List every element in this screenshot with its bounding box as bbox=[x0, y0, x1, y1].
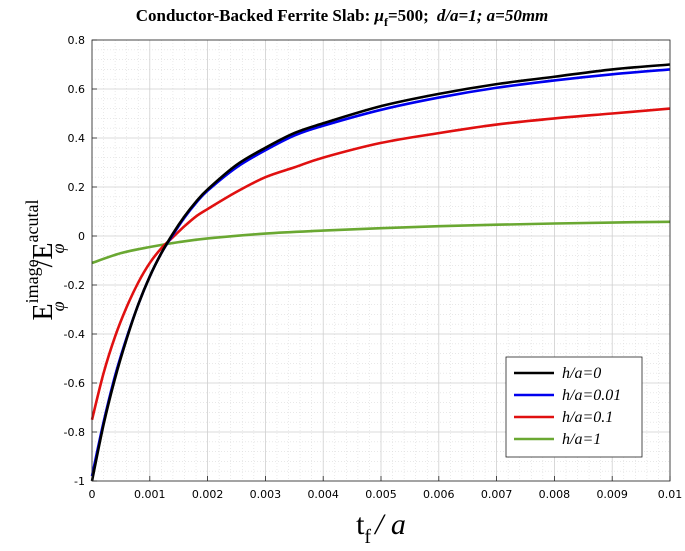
y-tick-label: 0.4 bbox=[68, 132, 86, 145]
y-tick-label: -1 bbox=[74, 475, 85, 488]
legend-label: h/a=0.1 bbox=[562, 409, 613, 426]
y-tick-label: -0.6 bbox=[64, 377, 85, 390]
x-tick-label: 0.004 bbox=[307, 488, 339, 501]
chart-title: Conductor-Backed Ferrite Slab: μf=500; d/… bbox=[136, 6, 549, 29]
x-tick-label: 0.001 bbox=[134, 488, 166, 501]
series-line-3 bbox=[90, 107, 671, 421]
y-tick-label: -0.2 bbox=[64, 279, 85, 292]
x-tick-label: 0.008 bbox=[539, 488, 571, 501]
y-tick-label: -0.8 bbox=[64, 426, 85, 439]
legend: h/a=0 h/a=0.01 h/a=0.1 h/a=1 bbox=[505, 356, 643, 458]
series-line-4 bbox=[91, 220, 671, 265]
x-tick-label: 0 bbox=[89, 488, 96, 501]
y-tick-label: 0 bbox=[78, 230, 85, 243]
x-tick-label: 0.01 bbox=[658, 488, 683, 501]
x-tick-label: 0.007 bbox=[481, 488, 513, 501]
legend-label: h/a=0 bbox=[562, 365, 601, 382]
axis-ticks: 0 0.001 0.002 0.003 0.004 0.005 0.006 0.007 0.00… bbox=[64, 34, 683, 501]
series-line-1 bbox=[90, 63, 671, 482]
x-tick-label: 0.003 bbox=[250, 488, 282, 501]
y-tick-label: 0.8 bbox=[68, 34, 86, 47]
x-tick-label: 0.002 bbox=[192, 488, 224, 501]
series-lines bbox=[90, 63, 671, 482]
x-tick-label: 0.009 bbox=[596, 488, 628, 501]
y-tick-label: -0.4 bbox=[64, 328, 85, 341]
legend-label: h/a=1 bbox=[562, 431, 601, 448]
legend-label: h/a=0.01 bbox=[562, 387, 621, 404]
y-tick-label: 0.6 bbox=[68, 83, 86, 96]
y-axis-label: Eimageφ/Eacutalφ bbox=[22, 200, 68, 321]
x-tick-label: 0.005 bbox=[365, 488, 397, 501]
x-axis-label: tf / a bbox=[356, 508, 406, 548]
x-tick-label: 0.006 bbox=[423, 488, 455, 501]
y-tick-label: 0.2 bbox=[68, 181, 86, 194]
